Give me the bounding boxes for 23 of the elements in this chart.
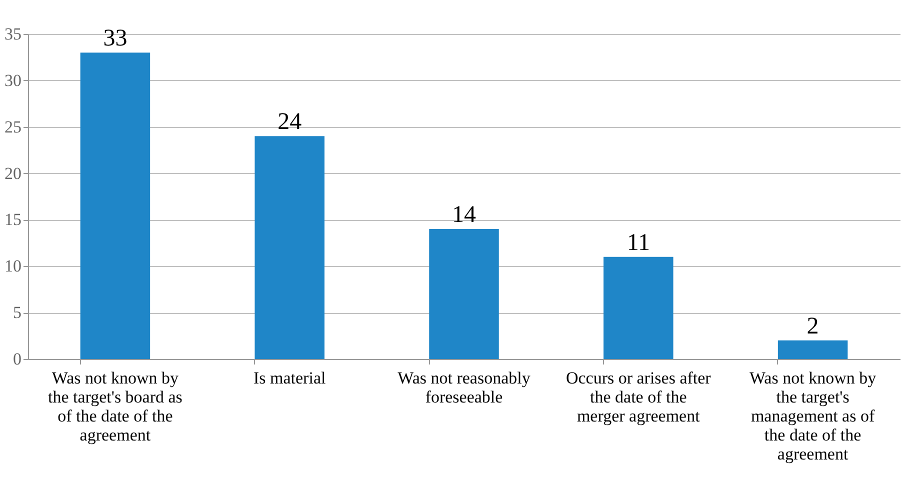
x-tick-label: Is material bbox=[253, 368, 326, 388]
data-label: 11 bbox=[626, 230, 650, 256]
data-label: 33 bbox=[103, 26, 128, 52]
x-tick-label: Was not known by the target's board as of the date of the agreement bbox=[48, 368, 182, 444]
y-tick-label: 10 bbox=[4, 256, 22, 276]
x-tick-label: Occurs or arises after the date of the merger agreement bbox=[566, 368, 712, 426]
data-label: 2 bbox=[806, 313, 819, 340]
y-tick-label: 30 bbox=[4, 70, 22, 90]
bar bbox=[778, 340, 848, 359]
bar bbox=[80, 52, 150, 359]
y-tick-label: 35 bbox=[4, 24, 22, 44]
bar bbox=[429, 229, 499, 359]
y-tick-label: 20 bbox=[4, 164, 22, 183]
data-label: 24 bbox=[278, 109, 302, 136]
bar bbox=[604, 256, 674, 359]
y-tick-label: 15 bbox=[4, 210, 22, 230]
x-tick-label: Was not reasonably foreseeable bbox=[398, 368, 531, 406]
y-tick-label: 0 bbox=[13, 350, 22, 368]
x-tick-label: Was not known by the target's management as of the date of the agreement bbox=[749, 368, 877, 464]
data-label: 14 bbox=[452, 202, 476, 228]
y-tick-label: 5 bbox=[13, 303, 22, 322]
bar bbox=[254, 136, 324, 359]
y-tick-label: 25 bbox=[4, 117, 22, 136]
